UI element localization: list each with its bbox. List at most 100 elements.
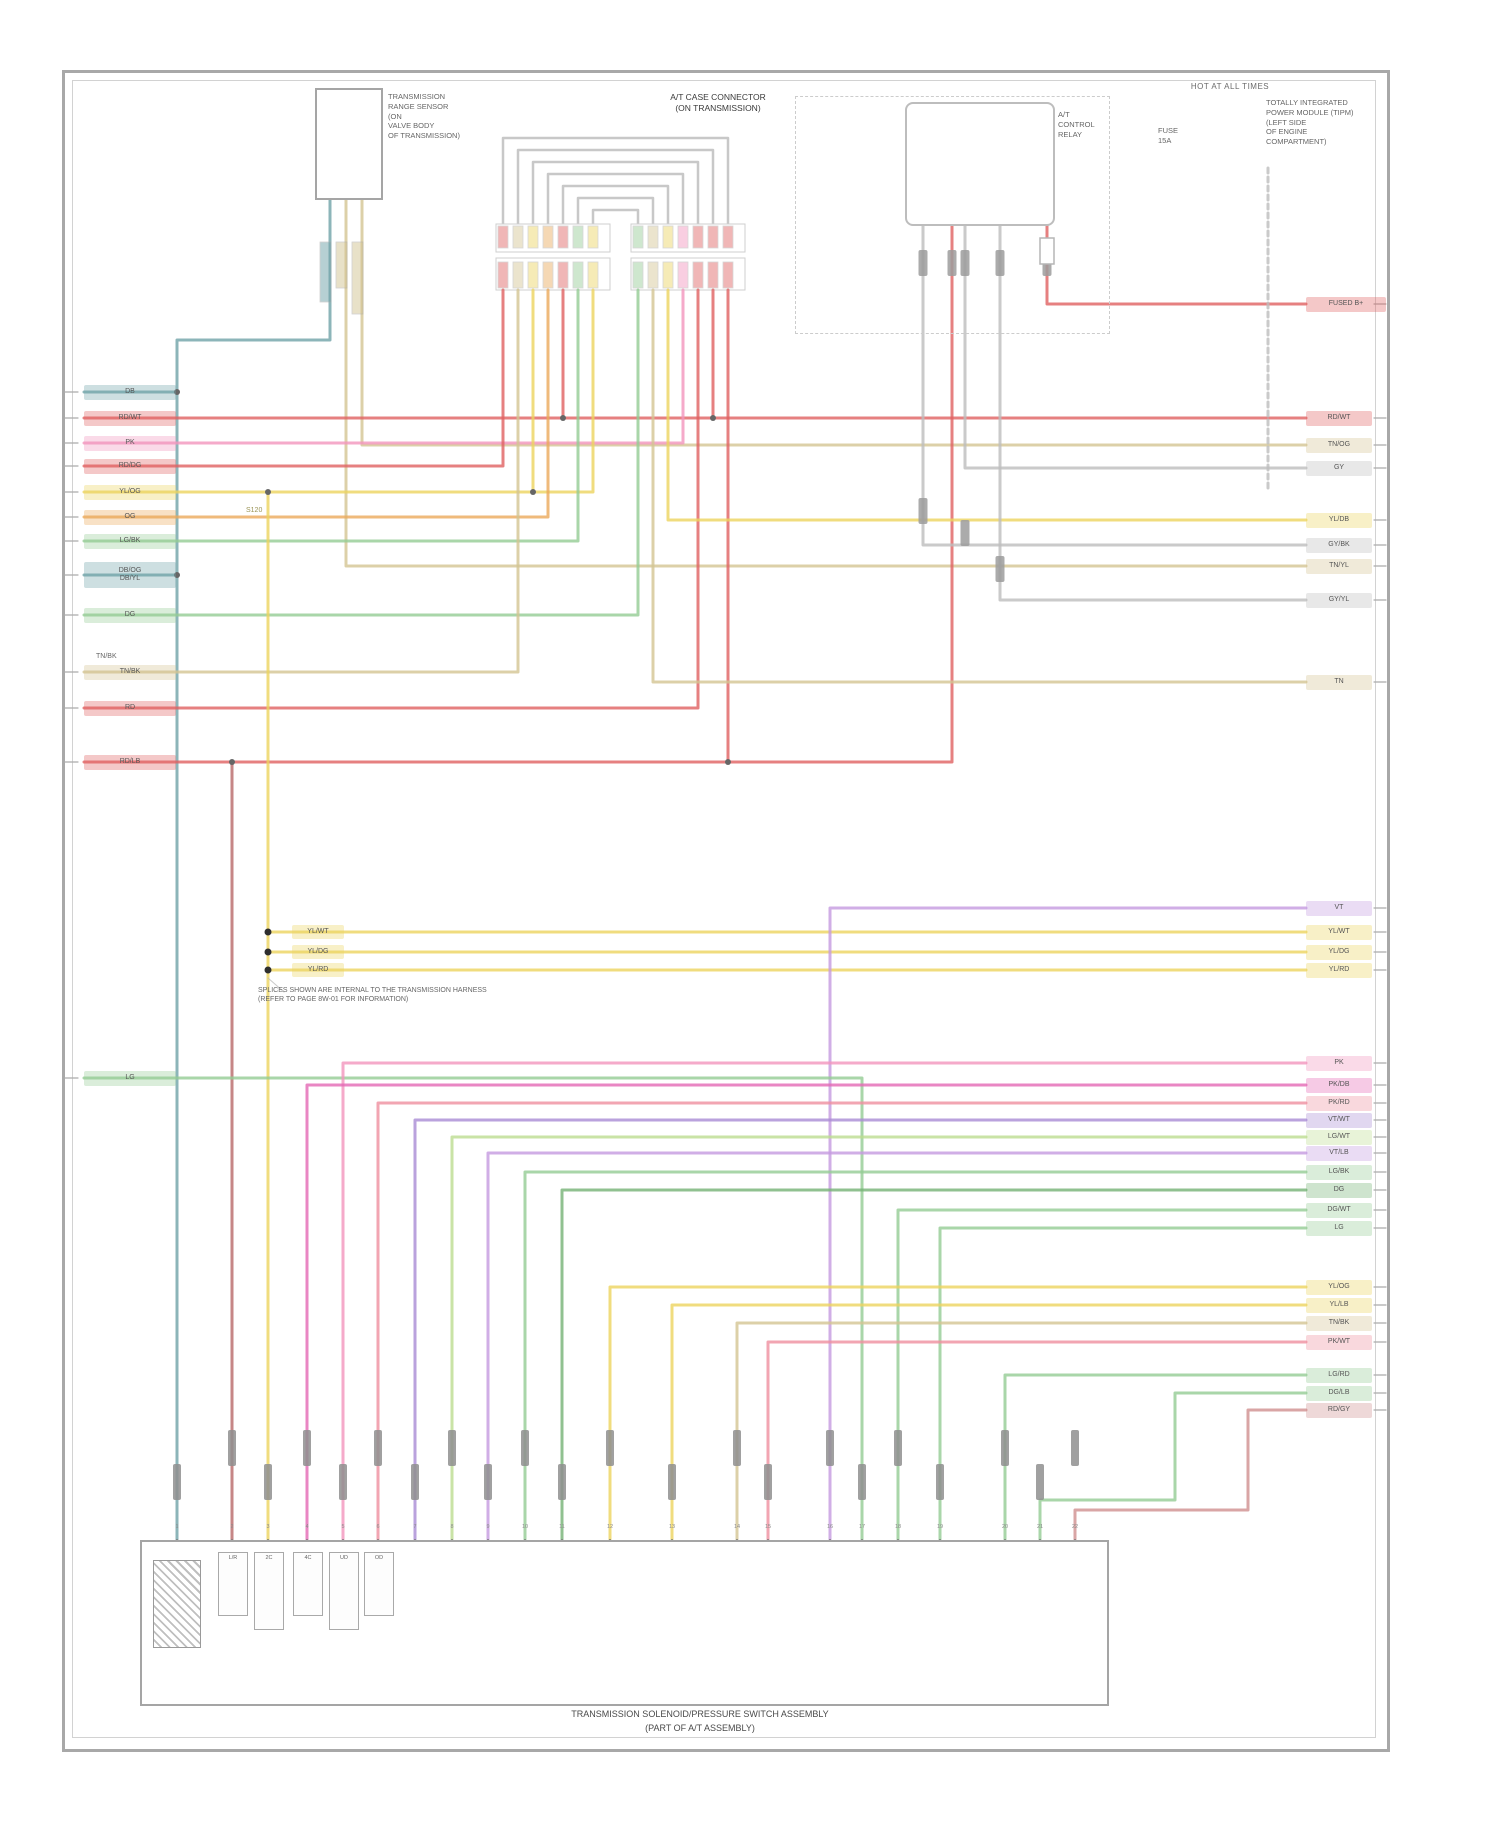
module-pin-number: 1 (175, 1524, 179, 1530)
right-wire-code-label: YL/OG (1306, 1279, 1372, 1295)
tipm-label-line: (LEFT SIDE (1266, 117, 1307, 127)
range-sensor-label-line: OF TRANSMISSION) (388, 131, 460, 140)
page-border-outer (62, 70, 1390, 1752)
right-wire-code-label: DG/LB (1306, 1385, 1372, 1401)
solenoid-module (140, 1540, 1109, 1706)
module-pin-number: 19 (936, 1524, 944, 1530)
case-connector-label: A/T CASE CONNECTOR (ON TRANSMISSION) (670, 92, 766, 114)
relay-label-line: A/T (1058, 110, 1070, 119)
module-pin-number: 12 (606, 1524, 614, 1530)
module-pin-number: 14 (733, 1524, 741, 1530)
module-pin-number: 16 (826, 1524, 834, 1530)
module-pin-number: 5 (341, 1524, 345, 1530)
right-wire-code-label: LG (1306, 1220, 1372, 1236)
solenoid-box: 2C (254, 1552, 284, 1630)
fuse-label-line: FUSE (1158, 126, 1179, 135)
splice-note: SPLICES SHOWN ARE INTERNAL TO THE TRANSM… (258, 986, 487, 1004)
right-wire-code-label: TN/OG (1306, 437, 1372, 453)
left-wire-code-label: LG (84, 1070, 176, 1086)
left-wire-code-label: PK (84, 435, 176, 451)
solenoid-box-label: L/R (228, 1555, 238, 1561)
left-wire-code-label: DB/OG DB/YL (84, 562, 176, 588)
right-wire-code-label: YL/DG (1306, 944, 1372, 960)
module-pin-number: 10 (521, 1524, 529, 1530)
splice-wire-code-label: YL/WT (292, 925, 344, 939)
splice-tag: S120 (246, 507, 263, 514)
range-sensor-label-line: VALVE BODY (388, 121, 435, 131)
solenoid-box-label: OD (374, 1555, 384, 1561)
left-wire-code-label: RD (84, 700, 176, 716)
right-wire-code-label: TN (1306, 674, 1372, 690)
range-sensor-label-line: TRANSMISSION (388, 92, 446, 101)
mid-wire-code-label: TN/BK (96, 653, 117, 660)
module-pin-number: 8 (450, 1524, 454, 1530)
left-wire-code-label: DG (84, 607, 176, 623)
module-caption-line1: TRANSMISSION SOLENOID/PRESSURE SWITCH AS… (571, 1709, 829, 1719)
right-wire-code-label: FUSED B+ (1306, 296, 1386, 312)
right-wire-code-label: PK (1306, 1055, 1372, 1071)
module-pin-number: 15 (764, 1524, 772, 1530)
module-pin-number: 22 (1071, 1524, 1079, 1530)
right-wire-code-label: VT/WT (1306, 1112, 1372, 1128)
module-pin-number: 9 (486, 1524, 490, 1530)
fuse-label-line: 15A (1158, 135, 1172, 145)
right-wire-code-label: GY (1306, 460, 1372, 476)
right-wire-code-label: YL/WT (1306, 924, 1372, 940)
relay-label: A/T CONTROL RELAY (1058, 110, 1095, 139)
right-wire-code-label: GY/BK (1306, 537, 1372, 553)
splice-wire-code-label: YL/RD (292, 963, 344, 977)
left-wire-code-label: DB (84, 384, 176, 400)
right-wire-code-label: TN/YL (1306, 558, 1372, 574)
module-pin-number: 4 (305, 1524, 309, 1530)
module-pin-number: 11 (559, 1524, 565, 1530)
right-wire-code-label: TN/BK (1306, 1315, 1372, 1331)
right-wire-code-label: GY/YL (1306, 592, 1372, 608)
right-wire-code-label: LG/BK (1306, 1164, 1372, 1180)
right-wire-code-label: YL/RD (1306, 962, 1372, 978)
right-wire-code-label: LG/WT (1306, 1129, 1372, 1145)
module-caption-line2: (PART OF A/T ASSEMBLY) (645, 1722, 755, 1733)
right-wire-code-label: YL/DB (1306, 512, 1372, 528)
relay-label-line: RELAY (1058, 129, 1083, 139)
relay-label-line: CONTROL (1058, 119, 1095, 129)
module-pin-number: 21 (1036, 1524, 1044, 1530)
right-wire-code-label: DG (1306, 1182, 1372, 1198)
power-banner: HOT AT ALL TIMES (1190, 82, 1270, 91)
fuse-label: FUSE 15A (1158, 126, 1178, 146)
left-wire-code-label: RD/LB (84, 754, 176, 770)
case-connector-line2: (ON TRANSMISSION) (675, 103, 761, 114)
range-sensor-label-line: RANGE SENSOR (388, 101, 449, 111)
left-wire-code-label: YL/OG (84, 484, 176, 500)
solenoid-box-label: 4C (304, 1555, 312, 1561)
splice-note-line1: SPLICES SHOWN ARE INTERNAL TO THE TRANSM… (258, 987, 487, 994)
module-pin-number: 2 (230, 1524, 234, 1530)
splice-wire-code-label: YL/DG (292, 945, 344, 959)
solenoid-box: L/R (218, 1552, 248, 1616)
left-wire-code-label: RD/WT (84, 410, 176, 426)
solenoid-box: UD (329, 1552, 359, 1630)
range-sensor-label: TRANSMISSION RANGE SENSOR (ON VALVE BODY OF … (388, 92, 460, 141)
right-wire-code-label: RD/GY (1306, 1402, 1372, 1418)
range-sensor-label-line: (ON (388, 111, 402, 121)
tipm-label-line: COMPARTMENT) (1266, 137, 1327, 146)
right-wire-code-label: VT/LB (1306, 1145, 1372, 1161)
right-wire-code-label: DG/WT (1306, 1202, 1372, 1218)
module-pin-number: 13 (668, 1524, 676, 1530)
solenoid-box-label: UD (340, 1555, 348, 1561)
solenoid-box: 4C (293, 1552, 323, 1616)
relay-box (905, 102, 1055, 226)
module-hatch-block (153, 1560, 201, 1648)
tipm-label-line: TOTALLY INTEGRATED (1266, 98, 1348, 107)
splice-note-line2: (REFER TO PAGE 8W-01 FOR INFORMATION) (258, 996, 409, 1004)
module-pin-number: 7 (413, 1524, 417, 1530)
solenoid-box-label: 2C (265, 1555, 273, 1561)
right-wire-code-label: RD/WT (1306, 410, 1372, 426)
right-wire-code-label: PK/WT (1306, 1334, 1372, 1350)
left-wire-code-label: RD/DG (84, 458, 176, 474)
left-wire-code-label: OG (84, 509, 176, 525)
solenoid-box: OD (364, 1552, 394, 1616)
module-pin-number: 6 (376, 1524, 380, 1530)
tipm-label-line: OF ENGINE (1266, 127, 1308, 137)
right-wire-code-label: LG/RD (1306, 1367, 1372, 1383)
